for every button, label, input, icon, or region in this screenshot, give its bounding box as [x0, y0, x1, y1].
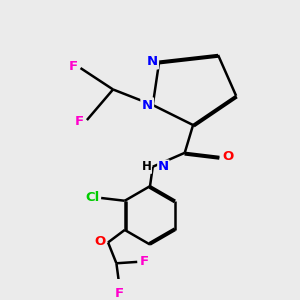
Text: F: F: [69, 60, 78, 73]
Text: F: F: [75, 115, 84, 128]
Text: F: F: [140, 255, 149, 268]
Text: N: N: [158, 160, 169, 173]
Text: O: O: [222, 151, 233, 164]
Text: O: O: [94, 235, 105, 248]
Text: N: N: [142, 98, 153, 112]
Text: H: H: [142, 160, 152, 173]
Text: N: N: [147, 55, 158, 68]
Text: F: F: [115, 287, 124, 300]
Text: Cl: Cl: [85, 191, 100, 205]
